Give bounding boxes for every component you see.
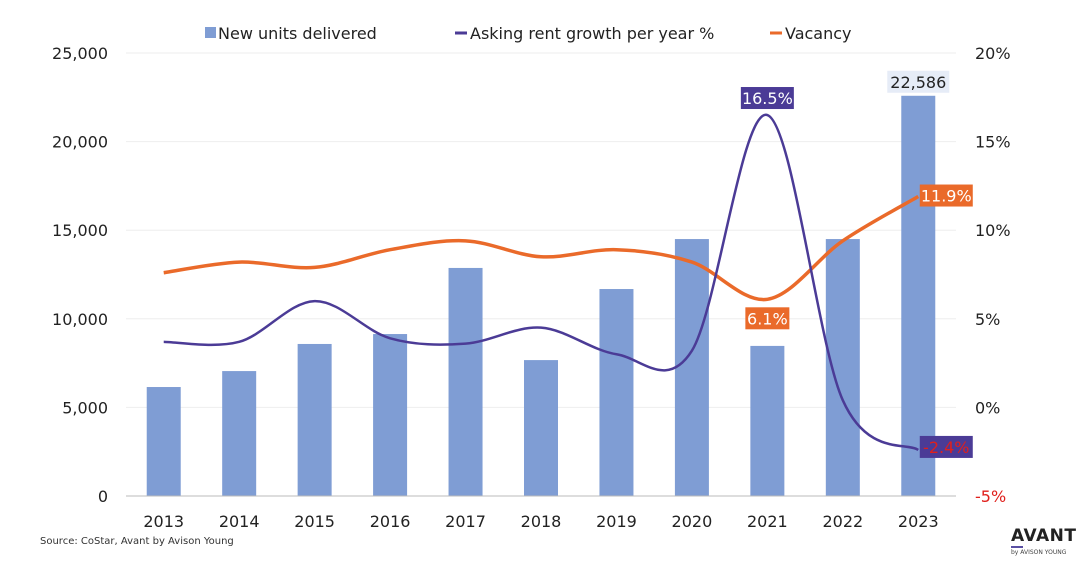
line-rent-growth xyxy=(163,113,919,452)
x-tick-label: 2020 xyxy=(672,512,713,531)
right-tick-label: 0% xyxy=(975,398,1000,417)
right-tick-label: -5% xyxy=(975,487,1006,506)
bar-2017 xyxy=(448,267,483,496)
right-tick-label: 20% xyxy=(975,44,1011,63)
left-tick-label: 20,000 xyxy=(52,133,108,152)
legend-label: Asking rent growth per year % xyxy=(470,24,714,43)
logo-name: AVANT xyxy=(1011,526,1077,546)
x-tick-label: 2017 xyxy=(445,512,486,531)
logo-sub: by AVISON YOUNG xyxy=(1011,549,1067,556)
x-tick-label: 2015 xyxy=(294,512,335,531)
x-tick-label: 2022 xyxy=(822,512,863,531)
x-tick-label: 2018 xyxy=(521,512,562,531)
avant-logo: AVANT by AVISON YOUNG xyxy=(1011,528,1077,556)
source-note: Source: CoStar, Avant by Avison Young xyxy=(40,536,234,547)
data-label: 6.1% xyxy=(747,309,788,328)
right-tick-label: 15% xyxy=(975,133,1011,152)
x-tick-label: 2019 xyxy=(596,512,637,531)
data-label-bg xyxy=(887,70,950,93)
legend-label: New units delivered xyxy=(218,24,377,43)
bar-2019 xyxy=(599,289,634,496)
left-tick-label: 10,000 xyxy=(52,310,108,329)
data-label: 16.5% xyxy=(742,89,793,108)
data-label: -2.4% xyxy=(923,438,969,457)
line-vacancy xyxy=(163,195,920,302)
x-tick-label: 2023 xyxy=(898,512,939,531)
bar-2013 xyxy=(146,387,181,496)
left-tick-label: 5,000 xyxy=(62,398,108,417)
x-tick-label: 2021 xyxy=(747,512,788,531)
x-tick-label: 2014 xyxy=(219,512,260,531)
bar-2020 xyxy=(674,239,709,496)
right-tick-label: 5% xyxy=(975,310,1000,329)
x-tick-label: 2016 xyxy=(370,512,411,531)
bar-2021 xyxy=(750,345,785,496)
data-label-bg xyxy=(745,307,790,330)
legend-swatch xyxy=(205,27,216,38)
bar-2016 xyxy=(373,334,408,496)
data-label-bg xyxy=(740,87,794,110)
data-label-bg xyxy=(919,184,973,207)
x-tick-label: 2013 xyxy=(143,512,184,531)
right-tick-label: 10% xyxy=(975,221,1011,240)
bar-2018 xyxy=(524,360,558,496)
left-tick-label: 0 xyxy=(98,487,108,506)
data-label: 22,586 xyxy=(890,73,946,92)
left-tick-label: 15,000 xyxy=(52,221,108,240)
bar-2015 xyxy=(297,343,332,496)
legend-label: Vacancy xyxy=(785,24,852,43)
left-tick-label: 25,000 xyxy=(52,44,108,63)
data-label-bg xyxy=(919,435,973,458)
data-label: 11.9% xyxy=(921,187,972,206)
bar-2014 xyxy=(222,371,257,496)
bar-2023 xyxy=(901,95,936,497)
